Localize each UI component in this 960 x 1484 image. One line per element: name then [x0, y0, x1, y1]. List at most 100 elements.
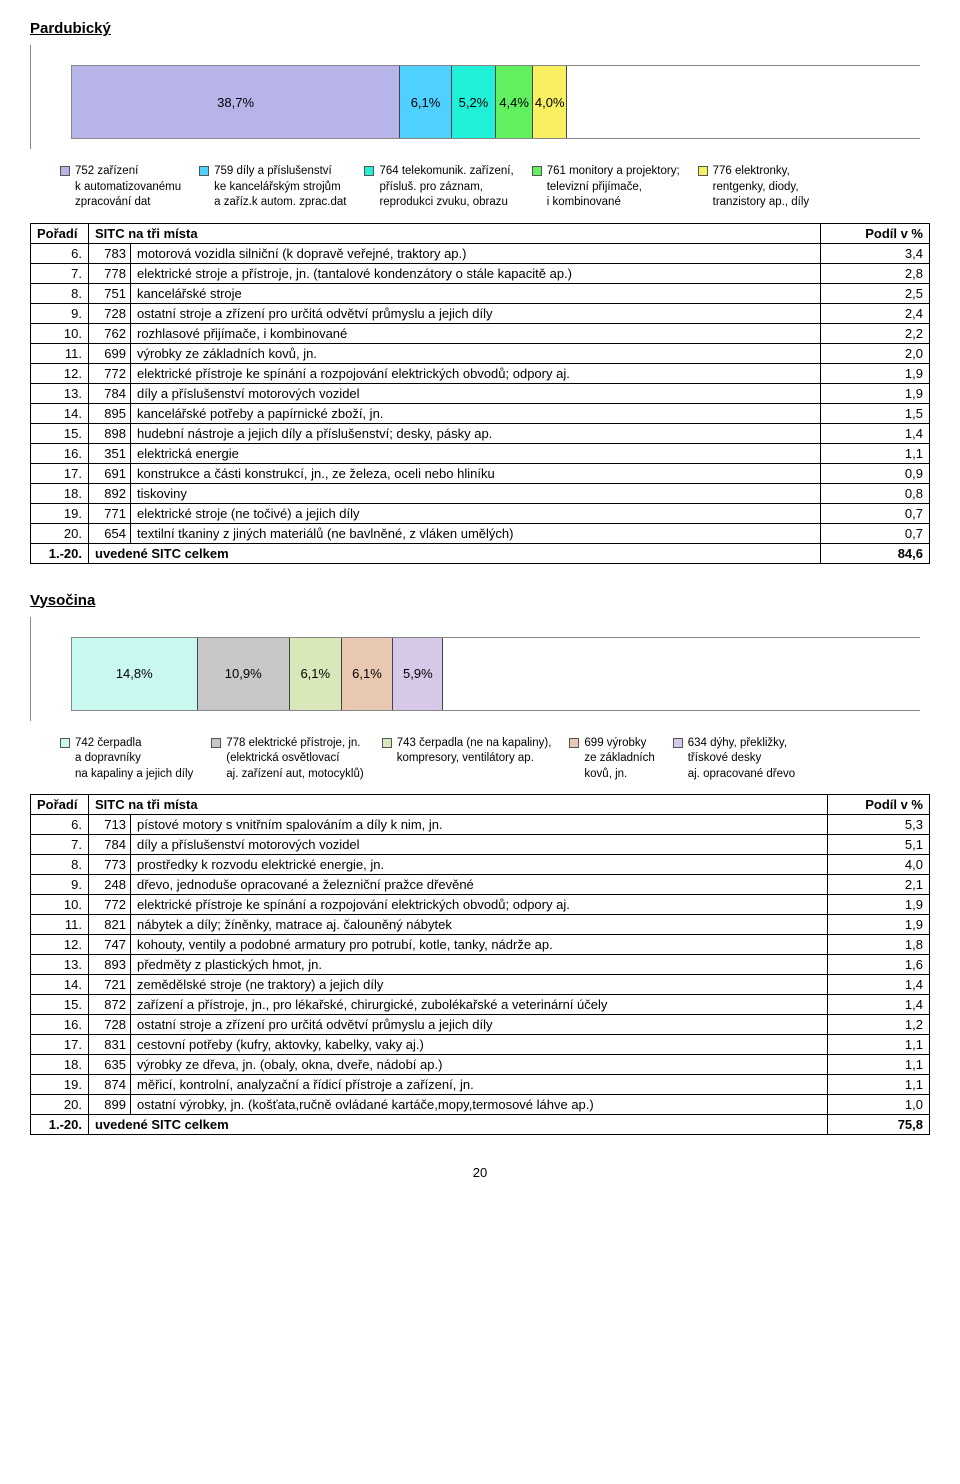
table-row: 10.772elektrické přístroje ke spínání a … [31, 895, 930, 915]
cell-podil: 0,8 [820, 483, 929, 503]
cell-desc: zařízení a přístroje, jn., pro lékařské,… [131, 995, 828, 1015]
cell-code: 898 [89, 423, 131, 443]
table-row: 19.771elektrické stroje (ne točivé) a je… [31, 503, 930, 523]
cell-poradi: 14. [31, 403, 89, 423]
table-row: 11.699výrobky ze základních kovů, jn.2,0 [31, 343, 930, 363]
cell-code: 699 [89, 343, 131, 363]
cell-poradi: 11. [31, 915, 89, 935]
cell-poradi: 18. [31, 483, 89, 503]
cell-podil: 2,4 [820, 303, 929, 323]
table-row: 12.772elektrické přístroje ke spínání a … [31, 363, 930, 383]
th-sitc: SITC na tři místa [89, 223, 821, 243]
cell-code: 895 [89, 403, 131, 423]
cell-code: 872 [89, 995, 131, 1015]
legend-swatch [382, 738, 392, 748]
cell-podil: 0,7 [820, 503, 929, 523]
chart-pardubicky: 38,7%6,1%5,2%4,4%4,0% [30, 45, 930, 149]
cell-poradi: 7. [31, 263, 89, 283]
cell-poradi: 8. [31, 283, 89, 303]
table-row: 14.721zemědělské stroje (ne traktory) a … [31, 975, 930, 995]
legend-item: 759 díly a příslušenství ke kancelářským… [199, 164, 346, 211]
legend-item: 634 dýhy, překližky, třískové desky aj. … [673, 736, 795, 783]
th-poradi: Pořadí [31, 223, 89, 243]
legend-text: 742 čerpadla a dopravníky na kapaliny a … [75, 736, 193, 783]
cell-desc: elektrické stroje (ne točivé) a jejich d… [131, 503, 821, 523]
legend-item: 699 výrobky ze základních kovů, jn. [569, 736, 654, 783]
table-row: 18.635výrobky ze dřeva, jn. (obaly, okna… [31, 1055, 930, 1075]
table-row: 13.893předměty z plastických hmot, jn.1,… [31, 955, 930, 975]
page-number: 20 [30, 1165, 930, 1180]
cell-desc: měřicí, kontrolní, analyzační a řídicí p… [131, 1075, 828, 1095]
cell-poradi: 9. [31, 875, 89, 895]
cell-poradi: 19. [31, 503, 89, 523]
cell-podil: 1,1 [827, 1055, 929, 1075]
cell-desc: tiskoviny [131, 483, 821, 503]
cell-desc: dřevo, jednoduše opracované a železniční… [131, 875, 828, 895]
table-row: 8.751kancelářské stroje2,5 [31, 283, 930, 303]
cell-podil: 2,1 [827, 875, 929, 895]
cell-desc: elektrická energie [131, 443, 821, 463]
cell-code: 713 [89, 815, 131, 835]
cell-poradi: 17. [31, 463, 89, 483]
table-row: 9.728ostatní stroje a zřízení pro určitá… [31, 303, 930, 323]
cell-podil: 0,9 [820, 463, 929, 483]
table-row-total: 1.-20.uvedené SITC celkem84,6 [31, 543, 930, 563]
cell-total-label: uvedené SITC celkem [89, 543, 821, 563]
cell-podil: 1,4 [820, 423, 929, 443]
cell-code: 771 [89, 503, 131, 523]
chart-segment: 10,9% [198, 638, 290, 710]
cell-desc: výrobky ze dřeva, jn. (obaly, okna, dveř… [131, 1055, 828, 1075]
cell-code: 772 [89, 895, 131, 915]
cell-desc: kancelářské stroje [131, 283, 821, 303]
cell-desc: ostatní výrobky, jn. (košťata,ručně ovlá… [131, 1095, 828, 1115]
table-row: 11.821nábytek a díly; žíněnky, matrace a… [31, 915, 930, 935]
table-row: 14.895kancelářské potřeby a papírnické z… [31, 403, 930, 423]
cell-desc: elektrické přístroje ke spínání a rozpoj… [131, 363, 821, 383]
cell-code: 773 [89, 855, 131, 875]
cell-desc: zemědělské stroje (ne traktory) a jejich… [131, 975, 828, 995]
cell-code: 635 [89, 1055, 131, 1075]
cell-code: 751 [89, 283, 131, 303]
cell-code: 728 [89, 303, 131, 323]
section-title-pardubicky: Pardubický [30, 20, 930, 37]
cell-code: 728 [89, 1015, 131, 1035]
cell-desc: textilní tkaniny z jiných materiálů (ne … [131, 523, 821, 543]
cell-total-poradi: 1.-20. [31, 1115, 89, 1135]
cell-podil: 4,0 [827, 855, 929, 875]
legend-text: 778 elektrické přístroje, jn. (elektrick… [226, 736, 363, 783]
table-row: 20.654textilní tkaniny z jiných materiál… [31, 523, 930, 543]
cell-code: 874 [89, 1075, 131, 1095]
cell-podil: 5,1 [827, 835, 929, 855]
cell-desc: konstrukce a části konstrukcí, jn., ze ž… [131, 463, 821, 483]
chart-segment: 38,7% [72, 66, 400, 138]
th-sitc: SITC na tři místa [89, 795, 828, 815]
cell-podil: 1,9 [827, 895, 929, 915]
cell-code: 721 [89, 975, 131, 995]
table-row: 17.831cestovní potřeby (kufry, aktovky, … [31, 1035, 930, 1055]
cell-code: 821 [89, 915, 131, 935]
th-podil: Podíl v % [827, 795, 929, 815]
cell-code: 893 [89, 955, 131, 975]
table-row: 15.872zařízení a přístroje, jn., pro lék… [31, 995, 930, 1015]
legend-swatch [199, 166, 209, 176]
cell-poradi: 20. [31, 523, 89, 543]
th-poradi: Pořadí [31, 795, 89, 815]
chart-segment: 4,0% [533, 66, 567, 138]
chart-segment-remainder [443, 638, 920, 710]
legend-swatch [60, 738, 70, 748]
table-row: 20.899ostatní výrobky, jn. (košťata,ručn… [31, 1095, 930, 1115]
cell-desc: motorová vozidla silniční (k dopravě veř… [131, 243, 821, 263]
cell-code: 351 [89, 443, 131, 463]
cell-podil: 1,4 [827, 995, 929, 1015]
cell-code: 691 [89, 463, 131, 483]
cell-poradi: 11. [31, 343, 89, 363]
cell-code: 772 [89, 363, 131, 383]
cell-code: 892 [89, 483, 131, 503]
legend-text: 752 zařízení k automatizovanému zpracová… [75, 164, 181, 211]
cell-poradi: 15. [31, 423, 89, 443]
legend-swatch [211, 738, 221, 748]
chart-segment: 6,1% [400, 66, 452, 138]
cell-podil: 1,8 [827, 935, 929, 955]
cell-desc: pístové motory s vnitřním spalováním a d… [131, 815, 828, 835]
cell-poradi: 14. [31, 975, 89, 995]
